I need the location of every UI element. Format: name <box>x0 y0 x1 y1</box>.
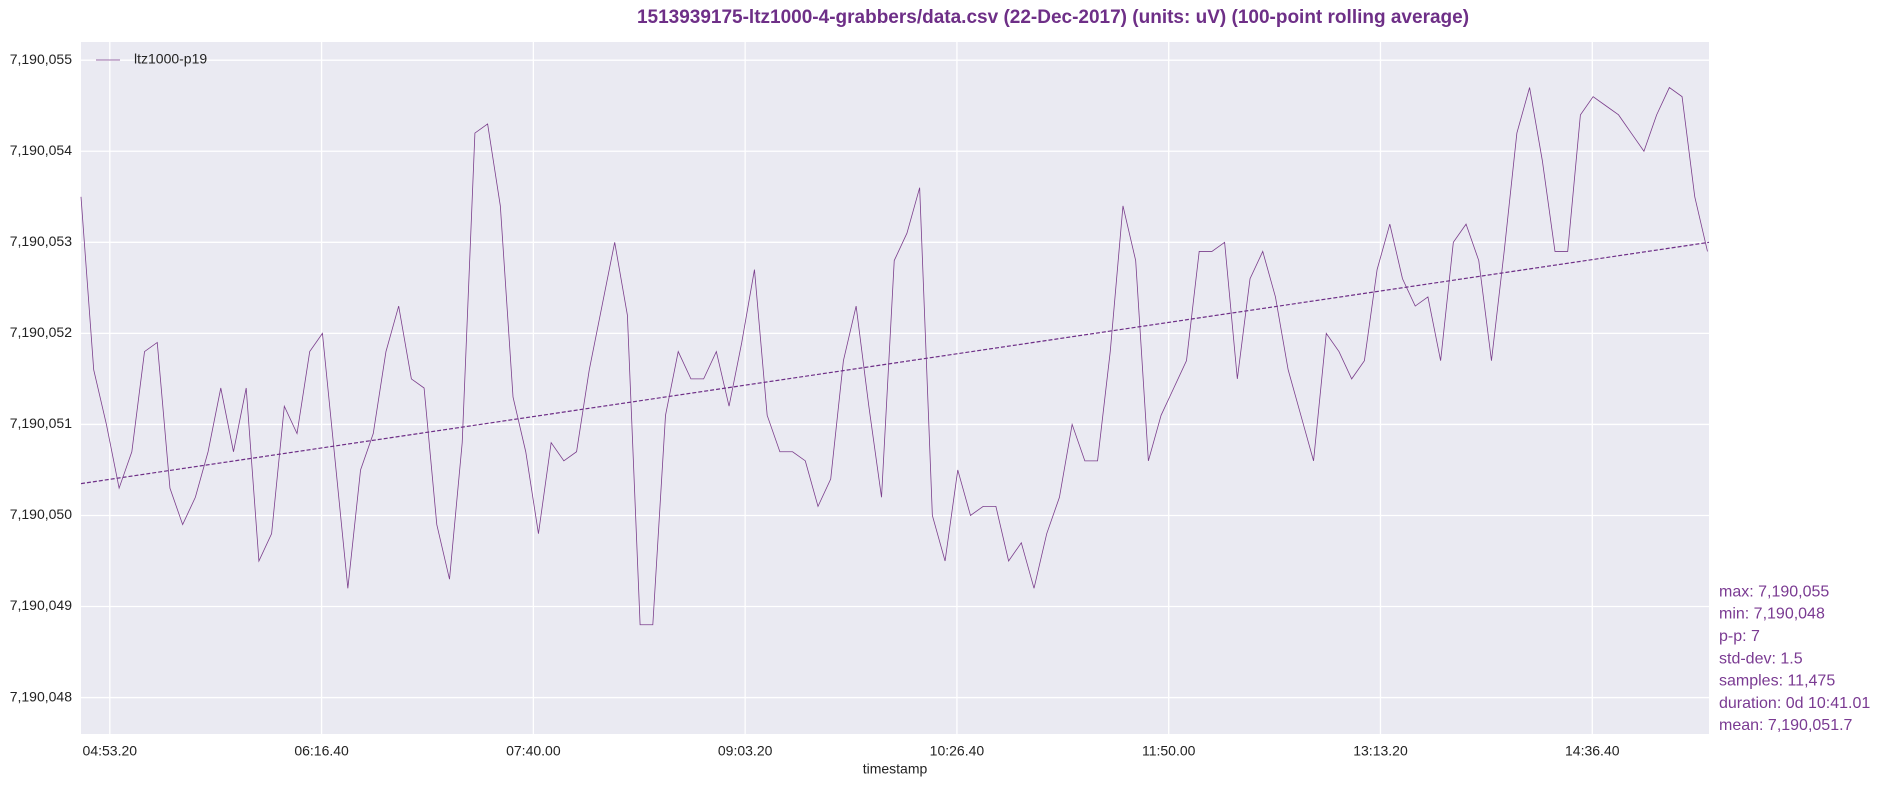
trend-line <box>80 241 1710 485</box>
x-tick-label: 09:03.20 <box>718 743 773 759</box>
y-tick-label: 7,190,055 <box>10 51 72 67</box>
legend-label: ltz1000-p19 <box>134 51 207 67</box>
x-axis-label: timestamp <box>863 761 928 777</box>
x-tick-label: 13:13.20 <box>1353 743 1408 759</box>
stat-annotation: max: 7,190,055 <box>1719 583 1829 600</box>
plot-background <box>81 42 1709 734</box>
y-tick-label: 7,190,053 <box>10 233 72 249</box>
y-tick-label: 7,190,051 <box>10 415 72 431</box>
stat-annotation: std-dev: 1.5 <box>1719 650 1803 667</box>
x-tick-label: 10:26.40 <box>930 743 985 759</box>
y-tick-label: 7,190,050 <box>10 506 72 522</box>
x-tick-label: 14:36.40 <box>1565 743 1620 759</box>
stat-annotation: min: 7,190,048 <box>1719 606 1825 623</box>
y-tick-label: 7,190,054 <box>10 142 72 158</box>
stat-annotation: samples: 11,475 <box>1719 673 1835 690</box>
data-line <box>80 86 1708 626</box>
stat-annotation: duration: 0d 10:41.01 <box>1719 695 1870 712</box>
y-tick-label: 7,190,049 <box>10 597 72 613</box>
y-tick-label: 7,190,052 <box>10 324 72 340</box>
chart-title: 1513939175-ltz1000-4-grabbers/data.csv (… <box>637 7 1469 28</box>
x-tick-label: 11:50.00 <box>1142 743 1196 759</box>
x-tick-label: 04:53.20 <box>83 743 138 759</box>
x-tick-label: 07:40.00 <box>506 743 561 759</box>
stat-annotation: p-p: 7 <box>1719 628 1760 645</box>
stat-annotation: mean: 7,190,051.7 <box>1719 717 1853 734</box>
x-tick-label: 06:16.40 <box>294 743 349 759</box>
y-tick-label: 7,190,048 <box>10 688 72 704</box>
